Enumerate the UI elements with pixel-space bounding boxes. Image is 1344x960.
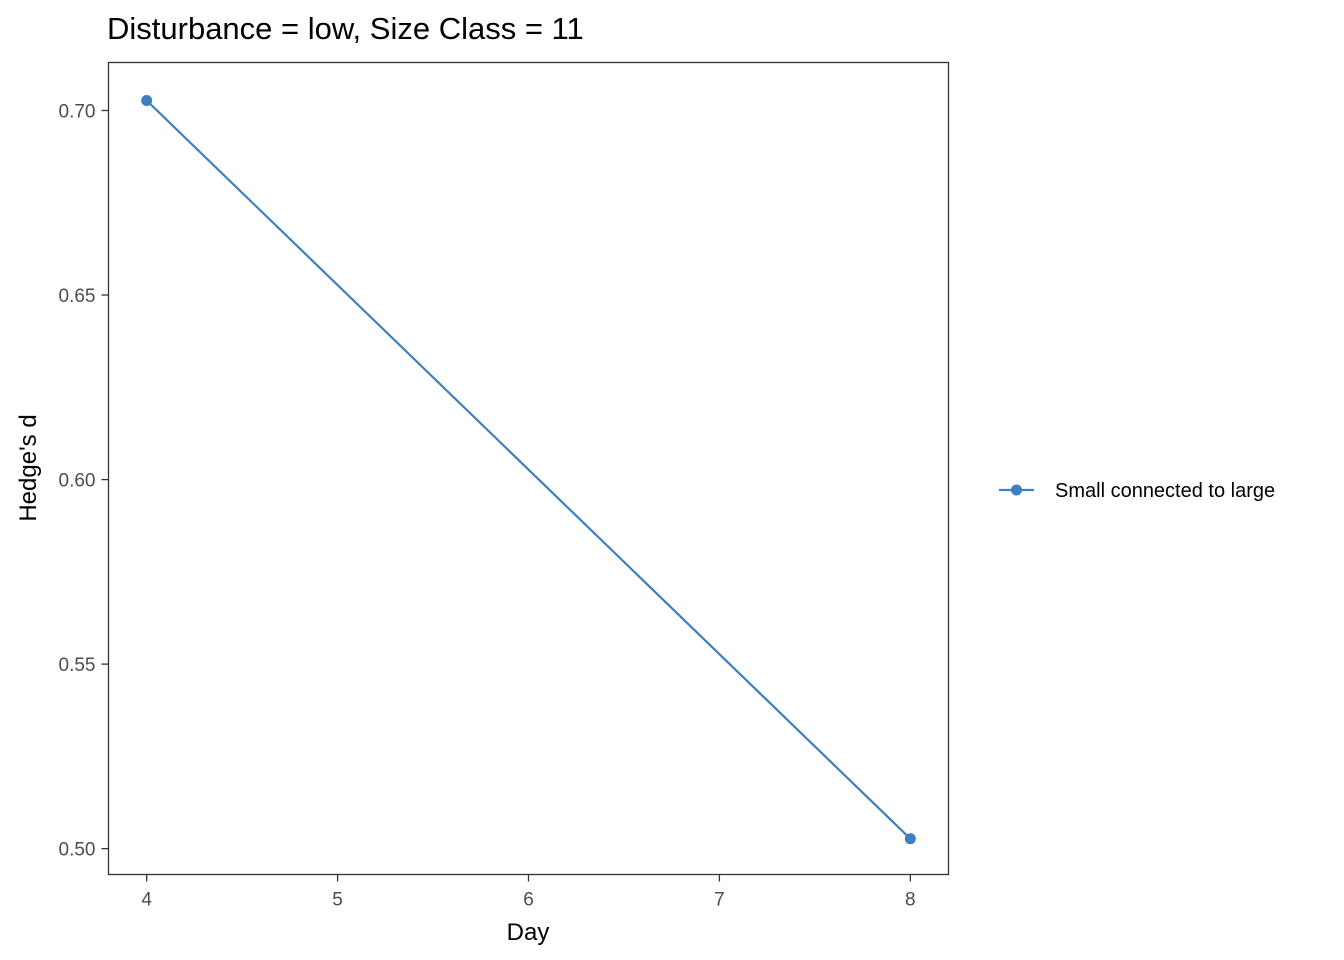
x-tick-label: 6 (523, 890, 534, 911)
x-tick-label: 8 (905, 890, 916, 911)
data-point (904, 833, 916, 845)
series-line (145, 99, 912, 840)
x-axis-title: Day (507, 919, 550, 946)
y-tick-label: 0.70 (59, 101, 96, 122)
legend-label: Small connected to large (1055, 480, 1275, 502)
y-tick-label: 0.60 (59, 471, 96, 492)
x-tick-label: 4 (141, 890, 152, 911)
y-tick-label: 0.55 (59, 655, 96, 676)
y-axis-title: Hedge's d (15, 414, 42, 521)
y-tick-label: 0.50 (59, 840, 96, 861)
y-tick-label: 0.65 (59, 286, 96, 307)
legend: Small connected to large (999, 480, 1275, 502)
series-layer (141, 95, 916, 845)
chart-title: Disturbance = low, Size Class = 11 (107, 11, 584, 46)
x-tick-label: 7 (714, 890, 725, 911)
y-axis: 0.50 0.55 0.60 0.65 0.70 (59, 101, 109, 861)
data-point (141, 95, 153, 107)
legend-key-point (1011, 484, 1022, 496)
x-tick-label: 5 (332, 890, 343, 911)
x-axis: 4 5 6 7 8 (141, 874, 916, 911)
